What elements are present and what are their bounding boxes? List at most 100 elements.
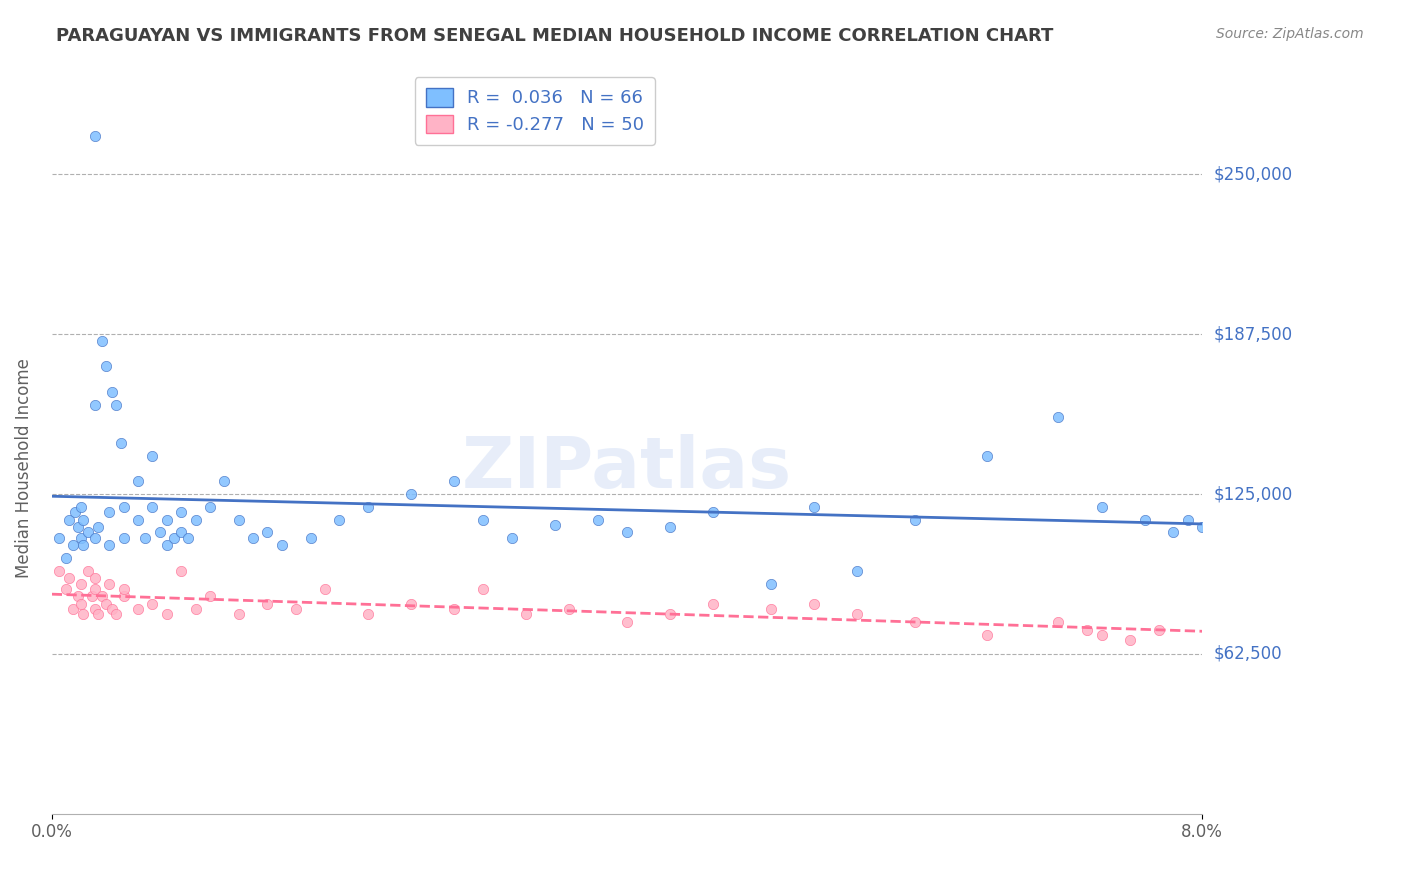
Point: [96, 597, 118, 611]
Point: [110, 436, 132, 450]
Point: [72, 607, 94, 622]
Point: [759, 576, 782, 591]
Point: [846, 607, 869, 622]
Point: [69, 500, 91, 514]
Point: [112, 582, 135, 596]
Point: [659, 520, 682, 534]
Point: [184, 602, 207, 616]
Point: [72, 513, 94, 527]
Point: [48, 531, 70, 545]
Point: [976, 627, 998, 641]
Text: $62,500: $62,500: [1213, 645, 1282, 663]
Point: [83, 571, 105, 585]
Point: [105, 398, 128, 412]
Point: [72, 538, 94, 552]
Point: [1119, 632, 1142, 647]
Point: [903, 513, 925, 527]
Point: [357, 500, 380, 514]
Point: [184, 513, 207, 527]
Point: [87, 520, 110, 534]
Legend: R =  0.036   N = 66, R = -0.277   N = 50: R = 0.036 N = 66, R = -0.277 N = 50: [415, 78, 655, 145]
Point: [501, 531, 523, 545]
Point: [586, 513, 609, 527]
Point: [401, 597, 423, 611]
Point: [1047, 410, 1070, 425]
Text: ZIPatlas: ZIPatlas: [463, 434, 792, 503]
Text: PARAGUAYAN VS IMMIGRANTS FROM SENEGAL MEDIAN HOUSEHOLD INCOME CORRELATION CHART: PARAGUAYAN VS IMMIGRANTS FROM SENEGAL ME…: [56, 27, 1053, 45]
Point: [976, 449, 998, 463]
Point: [112, 500, 135, 514]
Point: [87, 607, 110, 622]
Point: [256, 525, 278, 540]
Point: [134, 531, 156, 545]
Text: $125,000: $125,000: [1213, 485, 1292, 503]
Point: [156, 607, 179, 622]
Text: $250,000: $250,000: [1213, 166, 1292, 184]
Point: [177, 531, 200, 545]
Point: [214, 475, 236, 489]
Point: [112, 531, 135, 545]
Point: [759, 602, 782, 616]
Point: [83, 531, 105, 545]
Point: [66, 520, 89, 534]
Point: [55, 551, 77, 566]
Point: [1147, 623, 1170, 637]
Point: [76, 564, 98, 578]
Point: [127, 602, 149, 616]
Point: [1076, 623, 1098, 637]
Point: [659, 607, 682, 622]
Point: [156, 513, 179, 527]
Point: [63, 505, 86, 519]
Text: Source: ZipAtlas.com: Source: ZipAtlas.com: [1216, 27, 1364, 41]
Point: [83, 602, 105, 616]
Point: [170, 564, 193, 578]
Point: [156, 538, 179, 552]
Point: [1177, 513, 1199, 527]
Point: [58, 513, 80, 527]
Point: [101, 384, 124, 399]
Point: [141, 597, 163, 611]
Point: [83, 129, 105, 144]
Point: [83, 582, 105, 596]
Point: [616, 525, 638, 540]
Point: [1133, 513, 1156, 527]
Point: [1090, 500, 1112, 514]
Point: [198, 500, 221, 514]
Point: [544, 517, 567, 532]
Point: [702, 597, 724, 611]
Point: [242, 531, 264, 545]
Point: [803, 597, 825, 611]
Point: [270, 538, 292, 552]
Point: [62, 602, 84, 616]
Point: [228, 607, 250, 622]
Point: [163, 531, 186, 545]
Point: [903, 615, 925, 629]
Point: [91, 334, 114, 348]
Point: [558, 602, 581, 616]
Point: [98, 538, 121, 552]
Point: [69, 597, 91, 611]
Point: [803, 500, 825, 514]
Point: [1090, 627, 1112, 641]
Point: [105, 607, 128, 622]
Point: [443, 602, 465, 616]
Point: [66, 589, 89, 603]
Point: [1163, 525, 1185, 540]
Point: [198, 589, 221, 603]
Point: [256, 597, 278, 611]
Point: [127, 475, 149, 489]
Point: [48, 564, 70, 578]
Point: [314, 582, 336, 596]
Point: [299, 531, 322, 545]
Point: [328, 513, 350, 527]
Point: [55, 582, 77, 596]
Point: [98, 576, 121, 591]
Point: [846, 564, 869, 578]
Point: [149, 525, 172, 540]
Point: [69, 531, 91, 545]
Point: [96, 359, 118, 374]
Point: [62, 538, 84, 552]
Point: [228, 513, 250, 527]
Point: [472, 513, 495, 527]
Point: [472, 582, 495, 596]
